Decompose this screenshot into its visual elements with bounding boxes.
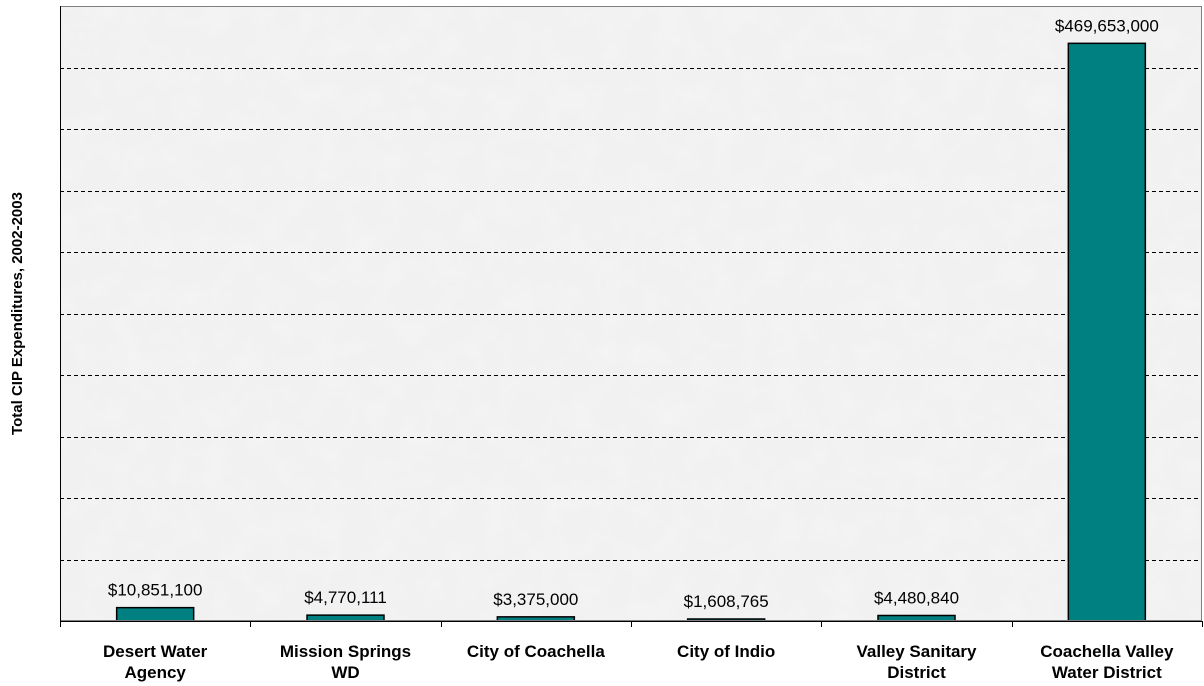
plot-area (60, 6, 1202, 621)
gridlines (60, 68, 1202, 561)
x-tick-label: City of Coachella (467, 642, 605, 661)
x-tick-label: Mission Springs (280, 642, 411, 661)
x-tick-label: Valley Sanitary (856, 642, 977, 661)
data-label: $1,608,765 (684, 592, 769, 611)
x-tick-label: Desert Water (103, 642, 208, 661)
data-label: $4,480,840 (874, 588, 959, 607)
axes (60, 6, 1203, 627)
data-label: $3,375,000 (493, 590, 578, 609)
labels: $10,851,100 Desert Water Agency $4,770,111 M… (103, 16, 1174, 682)
x-tick-label: City of Indio (677, 642, 775, 661)
y-axis-label: Total CIP Expenditures, 2002-2003 (9, 192, 26, 435)
x-tick-label: Water District (1052, 663, 1162, 682)
x-tick-label: Agency (124, 663, 186, 682)
data-label: $10,851,100 (108, 581, 203, 600)
x-tick-label: District (887, 663, 946, 682)
data-label: $4,770,111 (304, 588, 387, 607)
bar (1067, 42, 1147, 622)
x-tick-label: Coachella Valley (1040, 642, 1174, 661)
bar (115, 606, 195, 622)
x-tick-label: WD (331, 663, 359, 682)
data-label: $469,653,000 (1055, 16, 1159, 35)
